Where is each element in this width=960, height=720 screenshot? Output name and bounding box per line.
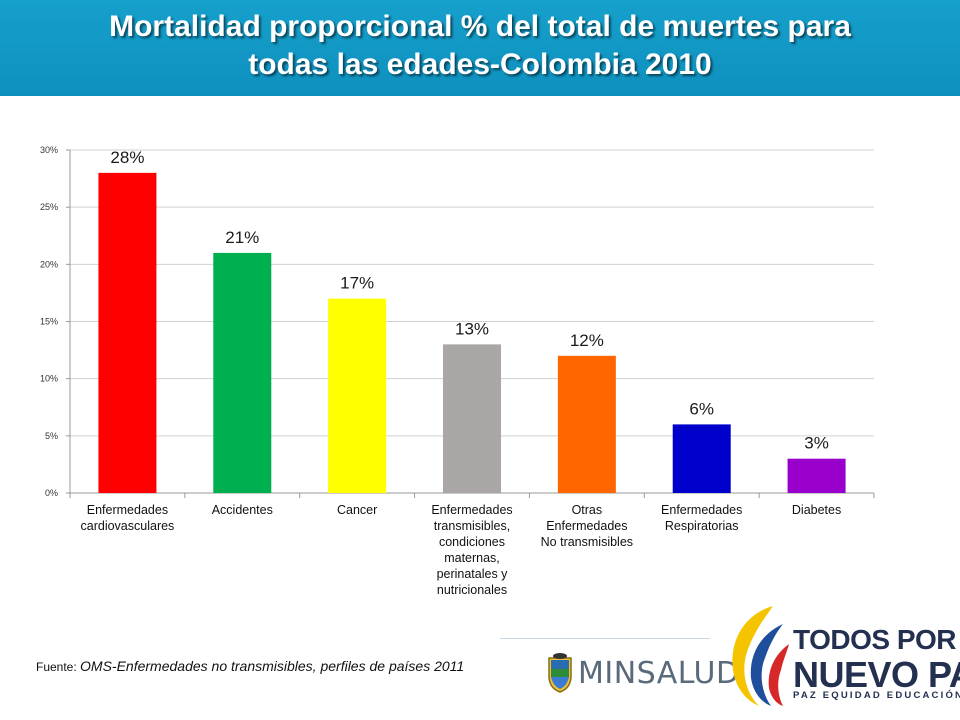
brand-slogan-line-2: NUEVO PAÍS (793, 654, 960, 695)
data-label: 6% (689, 399, 714, 418)
x-tick-label: Cancer (336, 503, 378, 517)
x-tick-label: Enfermedades cardiovasculares (80, 503, 175, 533)
bar (213, 252, 272, 493)
y-tick-label: 15% (40, 317, 58, 327)
country-flag-logo-icon (732, 606, 789, 706)
x-tick-label: Accidentes (211, 503, 273, 517)
bar (443, 344, 501, 493)
x-tick-label: Otras Enfermedades No transmisibles (540, 503, 634, 549)
page-title-line-2: todas las edades-Colombia 2010 (248, 48, 712, 81)
source-text: OMS-Enfermedades no transmisibles, perfi… (80, 658, 465, 674)
data-label: 17% (340, 274, 374, 293)
data-label: 13% (455, 319, 489, 338)
data-label: 28% (110, 148, 144, 167)
data-label: 3% (804, 434, 829, 453)
source-prefix: Fuente: (36, 660, 81, 674)
bar (787, 458, 846, 493)
bar-chart: 0% 5% 10% 15% 20% 25% 30% 28% 21% 17% 13% 12% 6% 3% (40, 145, 875, 498)
x-tick-label: Diabetes (791, 503, 842, 517)
title-banner: Mortalidad proporcional % del total de m… (0, 0, 960, 96)
brand-slogan-line-3: PAZ EQUIDAD EDUCACIÓN (793, 690, 960, 701)
y-tick-label: 30% (40, 145, 58, 155)
bar (328, 298, 387, 493)
minsalud-logo-area (500, 638, 710, 711)
y-tick-label: 5% (45, 431, 58, 441)
bar (672, 424, 731, 493)
x-tick-label: Enfermedades transmisibles, condiciones … (431, 503, 513, 597)
bar (98, 172, 157, 493)
coat-of-arms-icon (548, 653, 572, 693)
page-title-line-1: Mortalidad proporcional % del total de m… (109, 10, 851, 43)
minsalud-logo: MINSALUD (578, 656, 740, 691)
data-label: 12% (570, 331, 604, 350)
bar (557, 355, 616, 493)
brand-slogan-line-1: TODOS POR UN (793, 624, 960, 655)
x-tick-label: Enfermedades Respiratorias (661, 503, 743, 533)
y-tick-label: 0% (45, 488, 58, 498)
source-note: Fuente: OMS-Enfermedades no transmisible… (36, 655, 476, 678)
y-tick-label: 20% (40, 259, 58, 269)
y-tick-label: 10% (40, 374, 58, 384)
data-label: 21% (225, 228, 259, 247)
y-tick-label: 25% (40, 202, 58, 212)
